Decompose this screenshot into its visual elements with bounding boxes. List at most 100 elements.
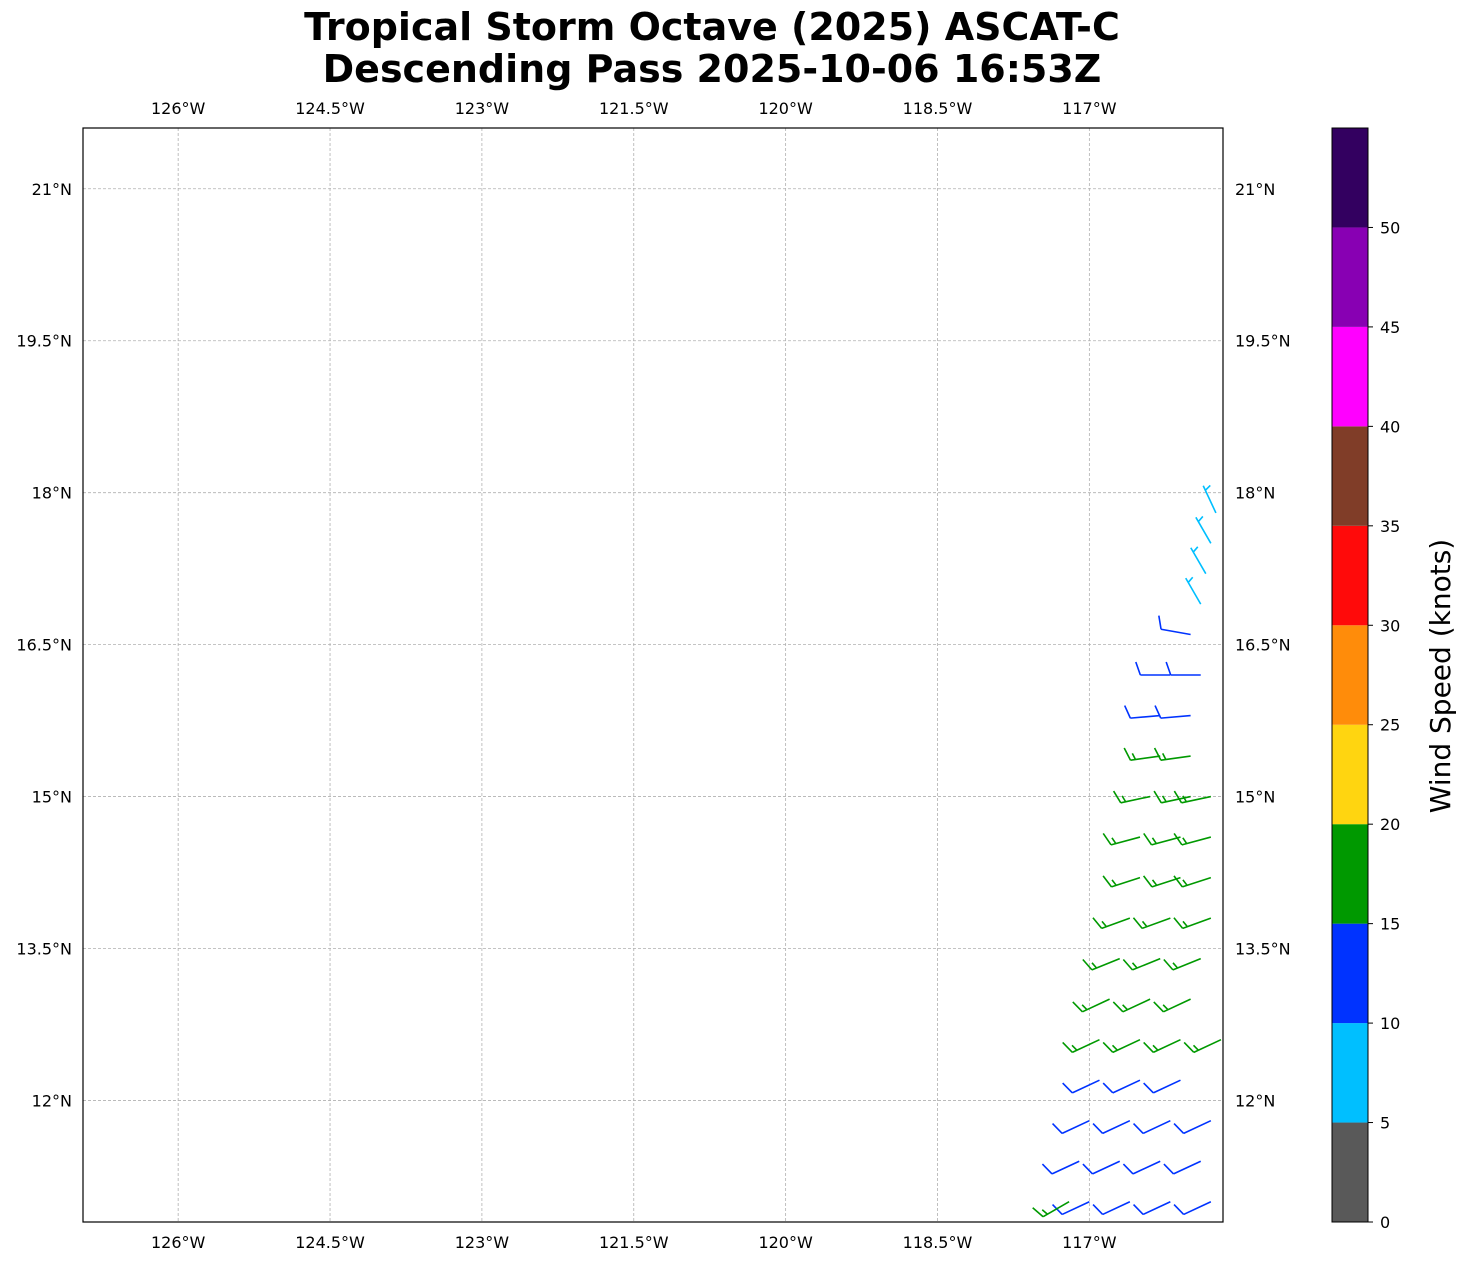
wind-barb xyxy=(1102,875,1141,888)
wind-barb xyxy=(1082,957,1121,971)
colorbar-tick-label: 0 xyxy=(1380,1213,1390,1232)
wind-barb xyxy=(1123,705,1161,719)
wind-barb xyxy=(1165,661,1201,676)
wind-barb xyxy=(1173,833,1212,846)
colorbar-segment xyxy=(1332,824,1368,924)
y-tick-label: 16.5°N xyxy=(1235,636,1291,655)
wind-barb xyxy=(1122,957,1161,971)
x-tick-label: 117°W xyxy=(1062,1233,1117,1252)
wind-barb xyxy=(1123,747,1161,762)
y-tick-label: 21°N xyxy=(32,180,72,199)
wind-barb xyxy=(1143,833,1181,846)
x-tick-label: 120°W xyxy=(758,99,813,118)
x-tick-label: 123°W xyxy=(455,1233,510,1252)
x-tick-label: 117°W xyxy=(1062,99,1117,118)
x-tick-label: 123°W xyxy=(455,99,510,118)
x-tick-label: 121.5°W xyxy=(599,99,669,118)
wind-barb xyxy=(1143,1079,1181,1094)
wind-barb xyxy=(1153,998,1191,1013)
x-tick-label: 124.5°W xyxy=(295,1233,365,1252)
wind-barb xyxy=(1102,1079,1141,1094)
wind-barb xyxy=(1062,1038,1100,1054)
title-line: Tropical Storm Octave (2025) ASCAT-C xyxy=(304,5,1120,49)
wind-barb xyxy=(1183,1038,1222,1054)
colorbar-tick-label: 10 xyxy=(1380,1014,1400,1033)
y-tick-label: 18°N xyxy=(1235,484,1275,503)
wind-barb xyxy=(1190,546,1207,575)
wind-barb xyxy=(1195,515,1212,544)
colorbar-tick-label: 30 xyxy=(1380,616,1400,635)
title-line: Descending Pass 2025-10-06 16:53Z xyxy=(323,47,1102,91)
wind-barb xyxy=(1072,998,1110,1013)
colorbar-segment xyxy=(1332,426,1368,526)
colorbar-segment xyxy=(1332,1023,1368,1123)
y-tick-label: 19.5°N xyxy=(16,332,72,351)
map-frame xyxy=(82,127,1224,1223)
wind-barb xyxy=(1153,747,1191,762)
wind-barb xyxy=(1143,1038,1181,1054)
wind-barb xyxy=(1051,1119,1090,1135)
y-tick-label: 12°N xyxy=(1235,1091,1275,1110)
wind-barb xyxy=(1041,1160,1080,1175)
colorbar-tick-label: 35 xyxy=(1380,517,1400,536)
wind-barb xyxy=(1082,1160,1121,1175)
wind-barb xyxy=(1173,790,1212,804)
colorbar-segment xyxy=(1332,525,1368,626)
x-tick-label: 124.5°W xyxy=(295,99,365,118)
colorbar-segment xyxy=(1332,128,1368,228)
colorbar-segment xyxy=(1332,724,1368,825)
wind-barb xyxy=(1051,1201,1090,1216)
wind-barb xyxy=(1163,957,1202,971)
colorbar-segment xyxy=(1332,1122,1368,1222)
colorbar-tick-label: 5 xyxy=(1380,1114,1390,1133)
wind-barb xyxy=(1185,576,1202,605)
wind-barb xyxy=(1132,1119,1171,1135)
x-tick-label: 118.5°W xyxy=(903,1233,973,1252)
wind-barb xyxy=(1132,1201,1171,1216)
colorbar-tick-label: 50 xyxy=(1380,218,1400,237)
wind-barb xyxy=(1092,917,1131,930)
wind-barb xyxy=(1158,615,1191,636)
y-tick-label: 15°N xyxy=(1235,788,1275,807)
wind-barb xyxy=(1154,705,1191,719)
y-tick-label: 15°N xyxy=(32,788,72,807)
colorbar-segment xyxy=(1332,227,1368,327)
x-tick-label: 120°W xyxy=(758,1233,813,1252)
y-tick-label: 13.5°N xyxy=(16,940,72,959)
colorbar-tick-label: 40 xyxy=(1380,417,1400,436)
y-tick-label: 16.5°N xyxy=(16,636,72,655)
wind-barb xyxy=(1202,484,1217,514)
colorbar-tick-label: 20 xyxy=(1380,815,1400,834)
x-tick-label: 126°W xyxy=(151,99,206,118)
wind-barb xyxy=(1153,790,1191,804)
wind-barb xyxy=(1173,1201,1212,1216)
wind-barb xyxy=(1112,998,1151,1013)
wind-barb xyxy=(1032,1201,1070,1218)
colorbar-frame xyxy=(1331,127,1369,1223)
y-tick-label: 12°N xyxy=(32,1091,72,1110)
x-tick-label: 126°W xyxy=(151,1233,206,1252)
colorbar-tick-label: 45 xyxy=(1380,318,1400,337)
wind-barb xyxy=(1092,1201,1131,1216)
wind-barb xyxy=(1173,1119,1212,1135)
colorbar-segment xyxy=(1332,625,1368,725)
wind-barb xyxy=(1102,1038,1141,1054)
y-tick-label: 13.5°N xyxy=(1235,940,1291,959)
wind-barb xyxy=(1112,790,1151,804)
colorbar-segment xyxy=(1332,326,1368,427)
wind-barb xyxy=(1132,917,1171,930)
y-tick-label: 19.5°N xyxy=(1235,332,1291,351)
wind-barb xyxy=(1173,875,1212,888)
colorbar-label: Wind Speed (knots) xyxy=(1424,539,1457,813)
x-tick-label: 118.5°W xyxy=(903,99,973,118)
wind-barb xyxy=(1122,1160,1161,1175)
wind-barb xyxy=(1163,1160,1202,1175)
wind-barb xyxy=(1135,661,1171,676)
wind-barb xyxy=(1173,917,1212,930)
y-tick-label: 18°N xyxy=(32,484,72,503)
wind-barb xyxy=(1102,833,1141,846)
y-tick-label: 21°N xyxy=(1235,180,1275,199)
wind-barb xyxy=(1092,1119,1131,1135)
